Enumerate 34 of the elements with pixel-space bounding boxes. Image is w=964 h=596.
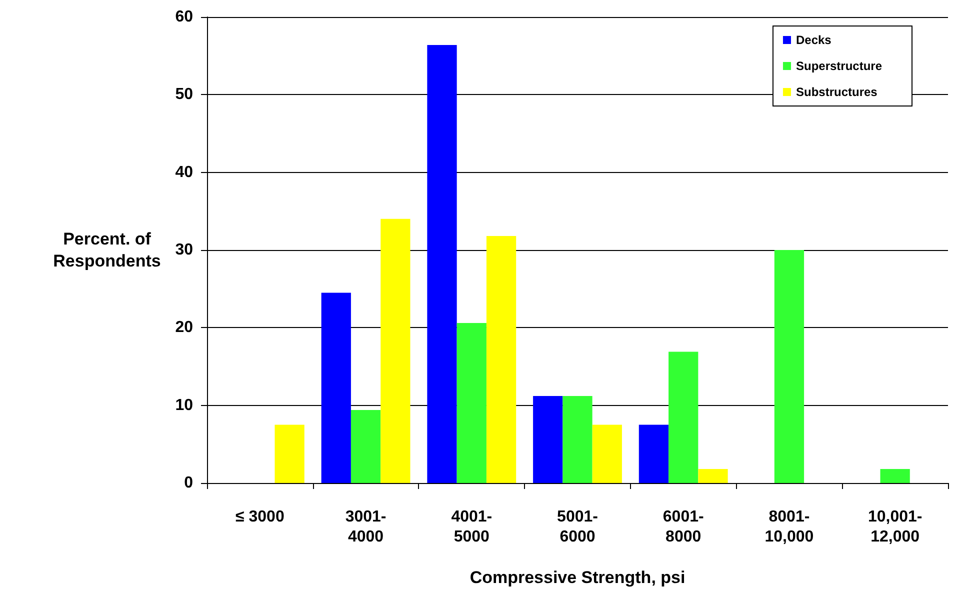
bar <box>456 323 486 483</box>
bar <box>486 236 516 483</box>
y-tick-label: 20 <box>175 319 194 336</box>
y-tick-label: 50 <box>175 86 194 104</box>
x-tick-label: 10,001- 12,000 <box>868 508 922 546</box>
bar <box>562 396 592 483</box>
bar <box>533 396 563 483</box>
y-axis-title: Percent. of Respondents <box>53 230 161 270</box>
bar <box>668 352 698 483</box>
bar <box>274 424 304 483</box>
y-tick-label: 60 <box>175 8 194 26</box>
x-tick-label: 5001- 6000 <box>557 508 598 546</box>
bar <box>592 424 622 483</box>
x-tick-label: 8001- 10,000 <box>764 508 814 546</box>
bar <box>427 44 457 483</box>
bar <box>380 218 410 483</box>
y-tick-label: 30 <box>175 242 194 258</box>
legend-label: Substructures <box>796 85 878 99</box>
x-axis-title: Compressive Strength, psi <box>470 568 686 587</box>
bar <box>698 469 728 483</box>
legend-label: Decks <box>796 33 832 47</box>
bar <box>638 424 669 483</box>
bar <box>774 250 804 483</box>
bar <box>321 292 351 483</box>
x-tick-label: 4001- 5000 <box>451 508 492 546</box>
y-tick-label: 10 <box>175 396 194 414</box>
x-tick-label: ≤ 3000 <box>236 508 284 526</box>
x-tick-label: 3001- 4000 <box>345 508 386 546</box>
y-tick-label: 0 <box>184 474 194 492</box>
bar <box>880 469 910 483</box>
x-tick-label: 6001- 8000 <box>662 508 704 546</box>
y-tick-label: 40 <box>175 164 194 181</box>
legend-label: Superstructure <box>796 59 882 73</box>
bar <box>350 410 381 483</box>
